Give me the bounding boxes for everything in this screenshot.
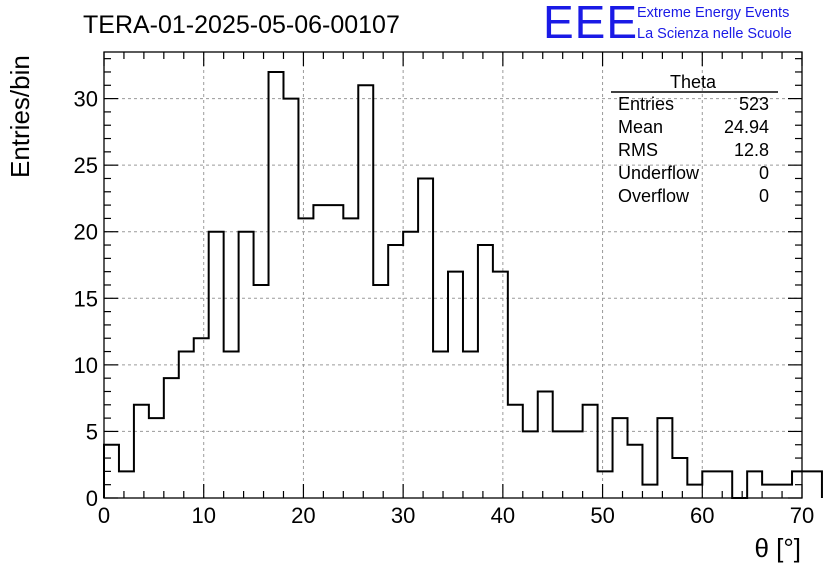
y-axis-label: Entries/bin bbox=[5, 55, 35, 178]
histogram-line bbox=[103, 70, 823, 499]
y-tick-label: 10 bbox=[74, 353, 98, 378]
y-tick-label: 25 bbox=[74, 153, 98, 178]
stats-value-mean: 24.94 bbox=[724, 117, 769, 137]
stats-value-overflow: 0 bbox=[759, 186, 769, 206]
x-axis-label: θ [°] bbox=[754, 533, 801, 563]
stats-box-title: Theta bbox=[670, 72, 717, 92]
x-tick-label: 50 bbox=[590, 503, 614, 528]
x-tick-label: 20 bbox=[291, 503, 315, 528]
y-tick-label: 0 bbox=[86, 486, 98, 511]
y-tick-label: 15 bbox=[74, 286, 98, 311]
x-tick-label: 40 bbox=[491, 503, 515, 528]
axis-ticks bbox=[103, 52, 803, 499]
x-tick-label: 10 bbox=[191, 503, 215, 528]
stats-value-rms: 12.8 bbox=[734, 140, 769, 160]
stats-value-entries: 523 bbox=[739, 94, 769, 114]
stats-label-underflow: Underflow bbox=[618, 163, 700, 183]
y-tick-label: 30 bbox=[74, 87, 98, 112]
eee-logo: EEE bbox=[543, 0, 639, 48]
x-tick-label: 0 bbox=[98, 503, 110, 528]
chart-title: TERA-01-2025-05-06-00107 bbox=[83, 11, 400, 39]
y-tick-labels: 0 5 10 15 20 25 30 bbox=[74, 87, 98, 511]
y-tick-label: 5 bbox=[86, 419, 98, 444]
x-tick-label: 30 bbox=[391, 503, 415, 528]
y-tick-label: 20 bbox=[74, 220, 98, 245]
logo-text-line-2: La Scienza nelle Scuole bbox=[637, 26, 792, 42]
stats-label-mean: Mean bbox=[618, 117, 663, 137]
stats-value-underflow: 0 bbox=[759, 163, 769, 183]
x-tick-label: 70 bbox=[790, 503, 814, 528]
logo-text-line-1: Extreme Energy Events bbox=[637, 5, 790, 21]
stats-box: Theta Entries 523 Mean 24.94 RMS 12.8 Un… bbox=[611, 72, 778, 206]
plot-frame bbox=[103, 51, 803, 499]
x-tick-label: 60 bbox=[690, 503, 714, 528]
x-tick-labels: 0 10 20 30 40 50 60 70 bbox=[98, 503, 814, 528]
stats-label-entries: Entries bbox=[618, 94, 674, 114]
stats-label-overflow: Overflow bbox=[618, 186, 690, 206]
stats-label-rms: RMS bbox=[618, 140, 658, 160]
